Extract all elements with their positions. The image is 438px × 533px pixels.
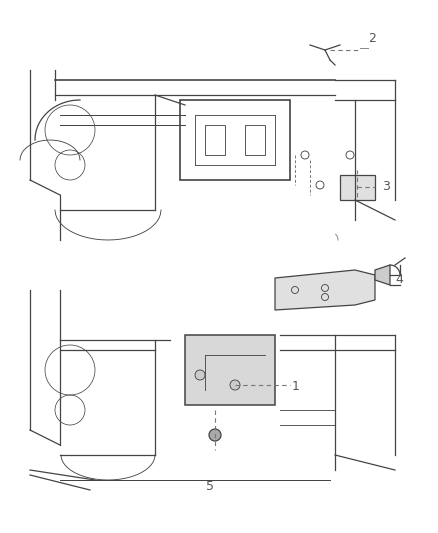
Polygon shape bbox=[185, 335, 275, 405]
Text: 3: 3 bbox=[382, 180, 390, 193]
Text: 4: 4 bbox=[395, 273, 403, 286]
Text: 1: 1 bbox=[292, 380, 300, 393]
Polygon shape bbox=[340, 175, 375, 200]
Circle shape bbox=[209, 429, 221, 441]
Circle shape bbox=[230, 380, 240, 390]
Text: 5: 5 bbox=[206, 480, 214, 493]
Circle shape bbox=[195, 370, 205, 380]
Polygon shape bbox=[375, 265, 390, 285]
Text: 2: 2 bbox=[368, 32, 376, 45]
Polygon shape bbox=[275, 270, 375, 310]
